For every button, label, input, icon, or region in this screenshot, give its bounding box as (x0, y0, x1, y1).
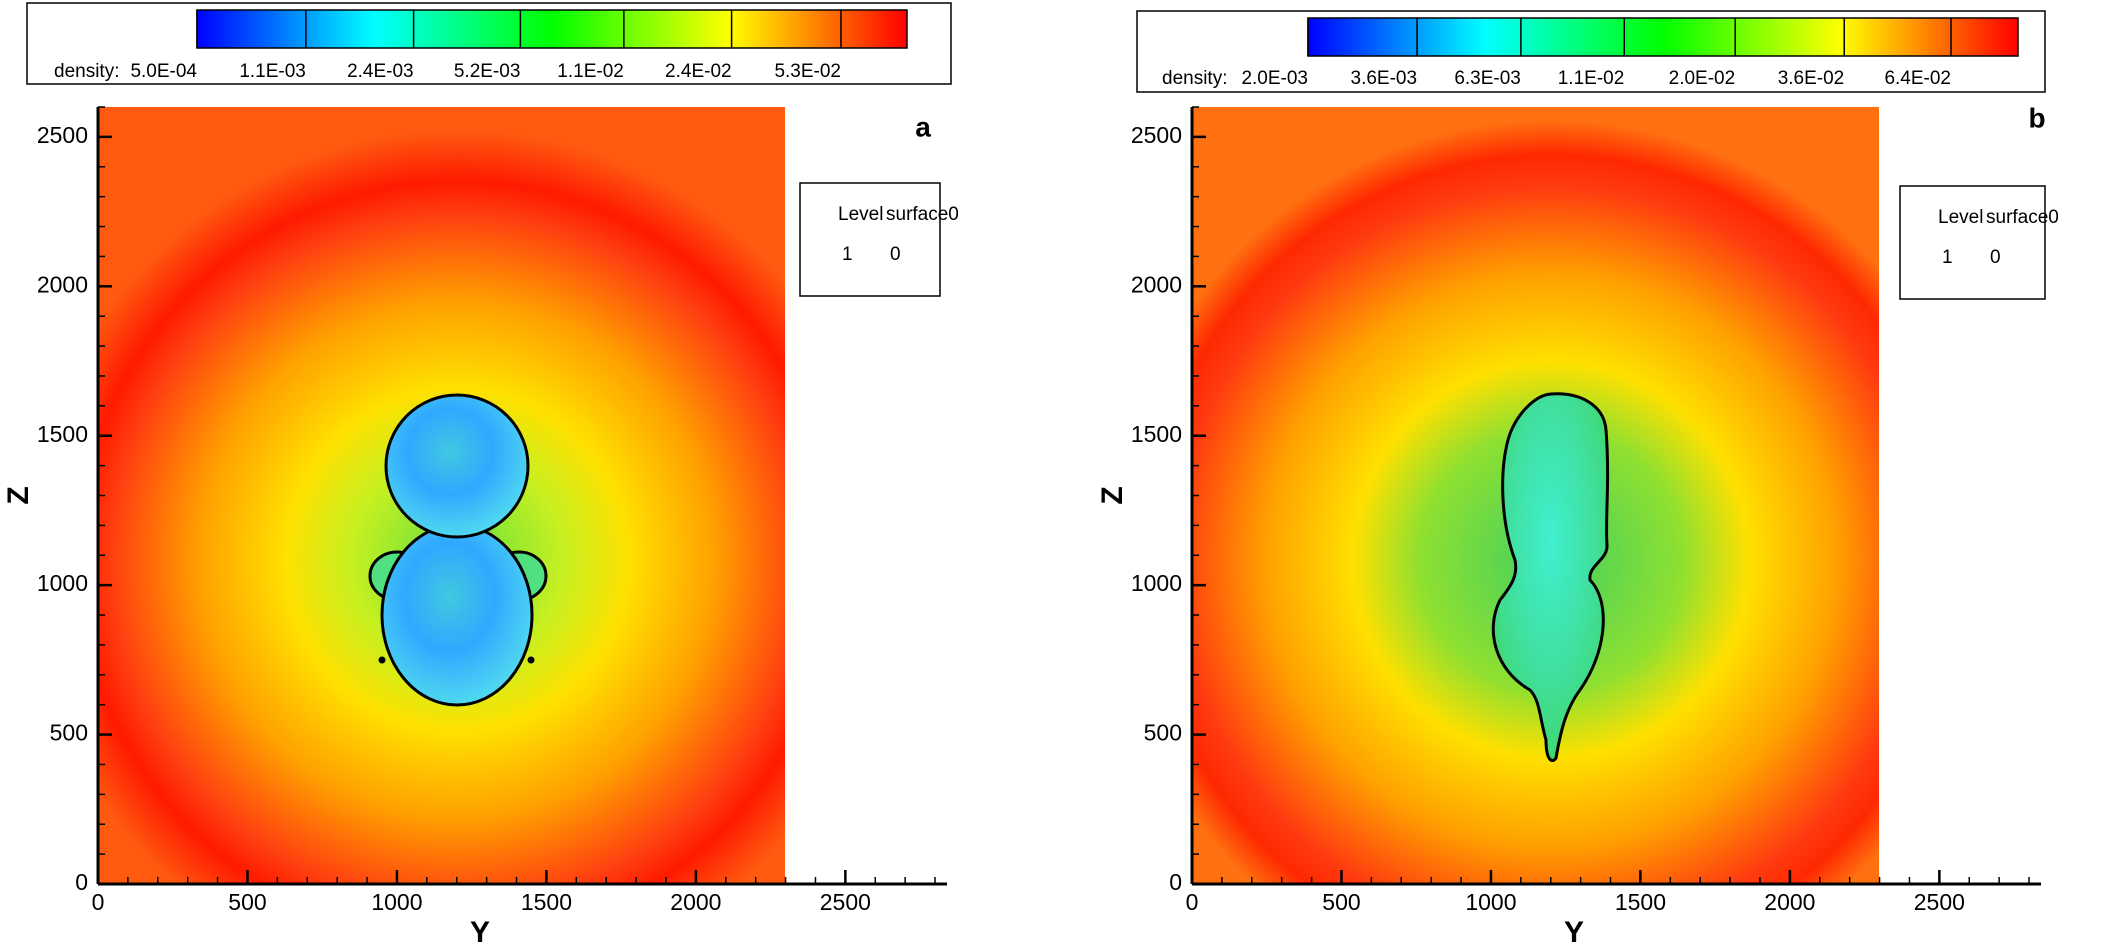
colorbar-tick-label: 3.6E-02 (1778, 68, 1845, 89)
panel-label: a (915, 111, 931, 142)
colorbar-frame (26, 2, 952, 85)
colorbar-tick-label: 5.0E-04 (130, 61, 197, 82)
legend-frame (799, 182, 941, 297)
x-axis-title: Y (470, 916, 490, 949)
x-tick-label: 0 (1186, 889, 1199, 915)
colorbar-tick-label: 5.3E-02 (774, 61, 841, 82)
y-tick-label: 1000 (37, 570, 88, 596)
colorbar-tick-label: 3.6E-03 (1351, 68, 1418, 89)
x-tick-label: 1500 (1615, 889, 1666, 915)
colorbar-tick-label: 6.3E-03 (1454, 68, 1521, 89)
y-tick-label: 1000 (1131, 570, 1182, 596)
y-tick-label: 2000 (1131, 271, 1182, 297)
x-tick-label: 1000 (371, 889, 422, 915)
y-tick-label: 0 (75, 869, 88, 895)
y-axis-title: Z (1096, 486, 1129, 504)
legend-frame (1899, 185, 2046, 300)
legend-cell: 0 (1990, 247, 2001, 268)
y-tick-label: 500 (50, 720, 88, 746)
x-tick-label: 2500 (820, 889, 871, 915)
x-tick-label: 500 (1322, 889, 1360, 915)
colorbar-tick-label: 2.0E-02 (1669, 68, 1736, 89)
x-tick-label: 2000 (1764, 889, 1815, 915)
colorbar-tick-label: 1.1E-02 (557, 61, 624, 82)
x-tick-label: 500 (228, 889, 266, 915)
x-axis-title: Y (1564, 916, 1584, 949)
legend-cell: 0 (890, 244, 901, 265)
colorbar-tick-label: 2.4E-02 (665, 61, 732, 82)
legend-cell: 1 (1942, 247, 1953, 268)
colorbar (1307, 17, 2019, 57)
y-tick-label: 2500 (37, 122, 88, 148)
legend-header: surface0 (1986, 207, 2059, 228)
legend-cell: 1 (842, 244, 853, 265)
y-axis-title: Z (2, 486, 35, 504)
y-tick-label: 1500 (37, 421, 88, 447)
legend-header: Level (838, 204, 883, 225)
field-a (98, 107, 785, 884)
colorbar-label: density: (1162, 68, 1227, 89)
x-tick-label: 0 (92, 889, 105, 915)
colorbar-tick-label: 6.4E-02 (1884, 68, 1951, 89)
colorbar (196, 9, 908, 49)
x-tick-label: 1500 (521, 889, 572, 915)
panel-label: b (2028, 102, 2045, 133)
legend-header: surface0 (886, 204, 959, 225)
x-tick-label: 1000 (1465, 889, 1516, 915)
x-tick-label: 2500 (1914, 889, 1965, 915)
colorbar-tick-label: 5.2E-03 (454, 61, 521, 82)
colorbar-label: density: (54, 61, 119, 82)
y-tick-label: 1500 (1131, 421, 1182, 447)
field-b (1192, 107, 1879, 884)
colorbar-frame (1136, 10, 2046, 93)
x-tick-label: 2000 (670, 889, 721, 915)
colorbar-tick-label: 2.0E-03 (1241, 68, 1308, 89)
legend-header: Level (1938, 207, 1983, 228)
y-tick-label: 2000 (37, 271, 88, 297)
colorbar-tick-label: 2.4E-03 (347, 61, 414, 82)
colorbar-tick-label: 1.1E-03 (239, 61, 306, 82)
y-tick-label: 0 (1169, 869, 1182, 895)
colorbar-tick-label: 1.1E-02 (1558, 68, 1625, 89)
y-tick-label: 2500 (1131, 122, 1182, 148)
y-tick-label: 500 (1144, 720, 1182, 746)
